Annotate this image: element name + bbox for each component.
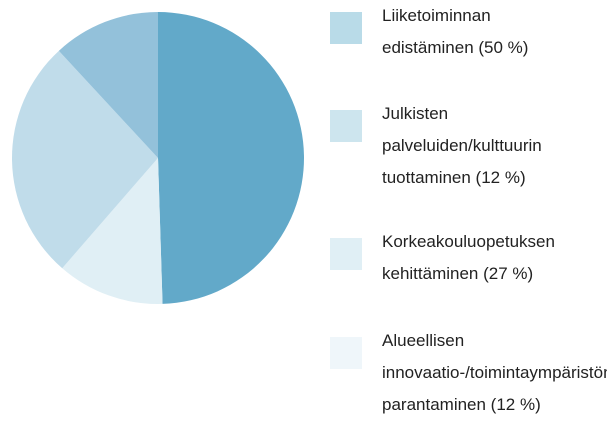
pie-slice (11, 50, 159, 269)
pie-chart (11, 11, 305, 304)
legend-swatch (330, 238, 362, 270)
pie-slice (62, 158, 163, 304)
legend-label: Alueellisen innovaatio-/toimintaympärist… (382, 331, 607, 414)
legend-item: Alueellisen innovaatio-/toimintaympärist… (330, 325, 607, 421)
legend-swatch (330, 12, 362, 44)
legend-label: Liiketoiminnan edistäminen (50 %) (382, 6, 529, 57)
legend-label: Korkeakouluopetuksen kehittäminen (27 %) (382, 232, 555, 283)
legend-swatch (330, 337, 362, 369)
legend-swatch (330, 110, 362, 142)
legend-item: Korkeakouluopetuksen kehittäminen (27 %) (330, 226, 587, 290)
legend-item: Julkisten palveluiden/kulttuurin tuottam… (330, 98, 587, 194)
legend-label: Julkisten palveluiden/kulttuurin tuottam… (382, 104, 542, 187)
pie-slice (58, 12, 159, 158)
legend-item: Liiketoiminnan edistäminen (50 %) (330, 0, 587, 64)
pie-slice (158, 11, 305, 304)
